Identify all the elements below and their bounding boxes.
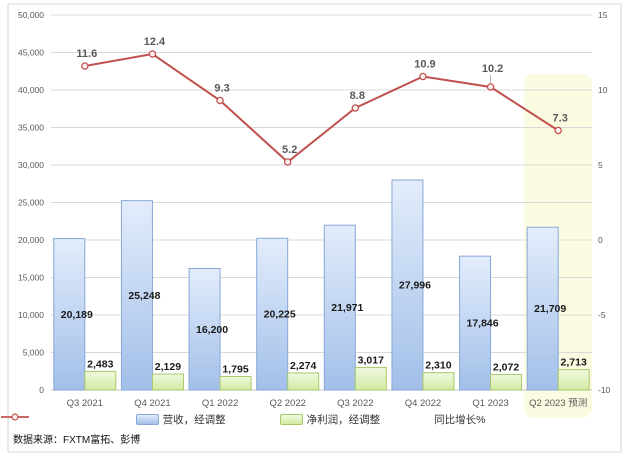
growth-value-label: 8.8 — [350, 90, 365, 102]
right-axis-tick-label: -5 — [598, 310, 606, 320]
profit-value-label: 3,017 — [358, 354, 384, 366]
right-axis-tick-label: 5 — [598, 160, 603, 170]
profit-bars — [84, 366, 590, 391]
profit-bar — [84, 370, 117, 391]
revenue-bar — [323, 224, 356, 391]
growth-value-label: 9.3 — [214, 83, 229, 95]
growth-marker — [81, 62, 89, 70]
growth-line — [84, 52, 559, 164]
profit-bar — [354, 366, 387, 391]
legend-label-revenue: 营收，经调整 — [162, 414, 226, 426]
left-axis-tick-label: 40,000 — [18, 85, 44, 95]
right-axis-tick-label: -10 — [598, 385, 611, 395]
revenue-value-label: 25,248 — [128, 290, 160, 302]
growth-value-label: 12.4 — [144, 36, 166, 48]
left-axis-tick-label: 0 — [39, 385, 44, 395]
revenue-value-label: 27,996 — [399, 280, 431, 292]
right-axis-ticks: -10 -5 0 5 10 15 — [598, 10, 611, 395]
left-axis-tick-label: 20,000 — [18, 235, 44, 245]
left-axis-tick-label: 35,000 — [18, 122, 44, 132]
growth-marker — [419, 72, 427, 81]
left-axis-tick-label: 30,000 — [18, 160, 44, 170]
growth-value-label: 10.2 — [482, 63, 503, 75]
revenue-bar — [459, 255, 492, 391]
category-label: Q1 2022 — [202, 398, 238, 409]
profit-value-label: 2,072 — [493, 361, 519, 373]
revenue-value-label: 17,846 — [467, 318, 499, 330]
revenue-bar — [188, 268, 221, 391]
growth-markers — [81, 50, 562, 166]
left-axis-tick-label: 10,000 — [18, 310, 44, 320]
revenue-value-label: 20,225 — [264, 309, 296, 321]
growth-marker — [351, 104, 360, 112]
legend-item-growth: 同比增长% — [1, 412, 486, 427]
profit-value-label: 2,310 — [425, 360, 451, 372]
revenue-bar — [120, 200, 153, 391]
growth-value-label: 11.6 — [76, 48, 97, 60]
left-axis-tick-label: 25,000 — [18, 197, 44, 207]
category-labels: Q3 2021 Q4 2021 Q1 2022 Q2 2022 Q3 2022 Q4 20… — [67, 398, 588, 409]
growth-value-label: 10.9 — [414, 59, 435, 71]
revenue-bar — [391, 179, 424, 391]
growth-line-swatch-icon — [1, 413, 29, 421]
bar-value-labels: 20,189 2,483 25,248 2,129 16,200 1,795 20,225 2… — [61, 280, 587, 376]
profit-bar — [287, 372, 320, 391]
revenue-bars — [53, 179, 559, 391]
legend-item-profit: 净利润，经调整 — [279, 412, 381, 427]
revenue-bar — [526, 226, 559, 391]
left-axis-tick-label: 45,000 — [18, 47, 44, 57]
growth-marker — [216, 96, 224, 105]
right-axis-tick-label: 10 — [598, 85, 608, 95]
category-label: Q4 2021 — [134, 398, 170, 409]
category-label: Q2 2023 预测 — [529, 398, 587, 409]
category-label: Q3 2021 — [67, 398, 103, 409]
left-axis-tick-label: 15,000 — [18, 272, 44, 282]
growth-marker — [283, 158, 292, 166]
revenue-value-label: 21,709 — [534, 303, 566, 315]
revenue-bar — [256, 237, 289, 391]
profit-value-label: 2,274 — [290, 360, 316, 372]
growth-value-label: 5.2 — [282, 144, 297, 156]
source-note: 数据来源：FXTM富拓、彭博 — [13, 435, 141, 446]
profit-swatch-icon — [279, 414, 303, 425]
growth-marker — [554, 126, 562, 135]
growth-value-labels: 11.6 12.4 9.3 5.2 8.8 10.9 10.2 7.3 — [76, 36, 567, 156]
revenue-value-label: 21,971 — [331, 302, 363, 314]
left-axis-tick-label: 5,000 — [23, 347, 45, 357]
revenue-bar — [53, 238, 86, 391]
legend-label-profit: 净利润，经调整 — [306, 414, 381, 426]
profit-value-label: 2,129 — [155, 361, 181, 373]
left-axis-tick-label: 50,000 — [18, 10, 44, 20]
right-axis-tick-label: 0 — [598, 235, 603, 245]
legend-label-growth: 同比增长% — [434, 414, 486, 426]
growth-value-label: 7.3 — [553, 113, 568, 125]
revenue-value-label: 16,200 — [196, 324, 228, 336]
growth-marker — [486, 83, 495, 91]
profit-bar — [151, 373, 184, 391]
profit-bar — [557, 369, 590, 391]
left-axis-ticks: 0 5,000 10,000 15,000 20,000 25,000 30,000 35,0… — [18, 10, 44, 395]
revenue-value-label: 20,189 — [61, 309, 93, 321]
right-axis-tick-label: 15 — [598, 10, 608, 20]
profit-value-label: 2,483 — [87, 358, 113, 370]
legend: 营收，经调整 净利润，经调整 同比增长% — [0, 412, 621, 427]
revenue-swatch-icon — [135, 414, 159, 425]
profit-value-label: 2,713 — [561, 357, 587, 369]
growth-marker — [148, 50, 157, 58]
legend-item-revenue: 营收，经调整 — [135, 412, 226, 427]
profit-value-label: 1,795 — [222, 364, 248, 376]
profit-bar — [422, 372, 455, 391]
category-label: Q4 2022 — [405, 398, 441, 409]
profit-bar — [490, 373, 523, 391]
category-label: Q3 2022 — [337, 398, 373, 409]
profit-bar — [219, 376, 252, 391]
category-label: Q2 2022 — [269, 398, 305, 409]
category-label: Q1 2023 — [472, 398, 508, 409]
